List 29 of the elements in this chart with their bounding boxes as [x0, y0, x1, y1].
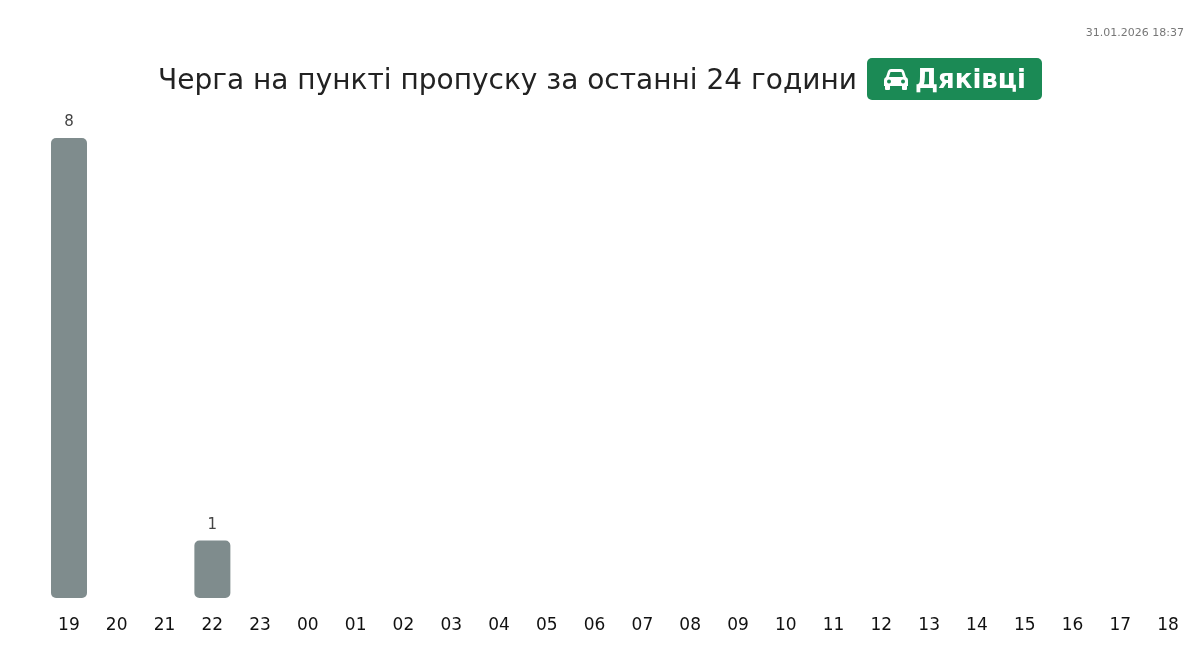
x-tick-label: 02 [392, 614, 415, 635]
x-tick-label: 06 [583, 614, 606, 635]
x-tick-label: 14 [966, 614, 988, 635]
x-tick-label: 08 [679, 614, 702, 635]
x-tick-label: 21 [153, 614, 176, 635]
x-tick-label: 11 [822, 614, 845, 635]
x-tick-label: 03 [440, 614, 463, 635]
x-tick-label: 19 [58, 614, 80, 635]
text: 31.01.2026 18:37 [1085, 26, 1184, 39]
x-tick-label: 13 [918, 614, 940, 635]
x-tick-label: 10 [774, 614, 797, 635]
x-tick-label: 04 [488, 614, 510, 635]
x-tick-label: 20 [105, 614, 128, 635]
data-label: 8 [64, 112, 74, 130]
x-tick-label: 09 [727, 614, 749, 635]
x-tick-label: 17 [1109, 614, 1132, 635]
x-tick-label: 23 [249, 614, 271, 635]
x-tick-label: 18 [1157, 614, 1179, 635]
x-tick-label: 16 [1061, 614, 1084, 635]
x-tick-label: 15 [1013, 614, 1036, 635]
x-tick-label: 00 [297, 614, 319, 635]
x-tick-label: 05 [535, 614, 558, 635]
x-tick-label: 12 [870, 614, 893, 635]
x-tick-label: 22 [201, 614, 224, 635]
chart-title: Черга на пункті пропуску за останні 24 години [158, 62, 857, 96]
data-label: 1 [207, 514, 218, 533]
chart-subtitle: Дяківці [914, 64, 1026, 94]
x-tick-label: 07 [631, 614, 654, 635]
x-tick-label: 01 [344, 614, 367, 635]
